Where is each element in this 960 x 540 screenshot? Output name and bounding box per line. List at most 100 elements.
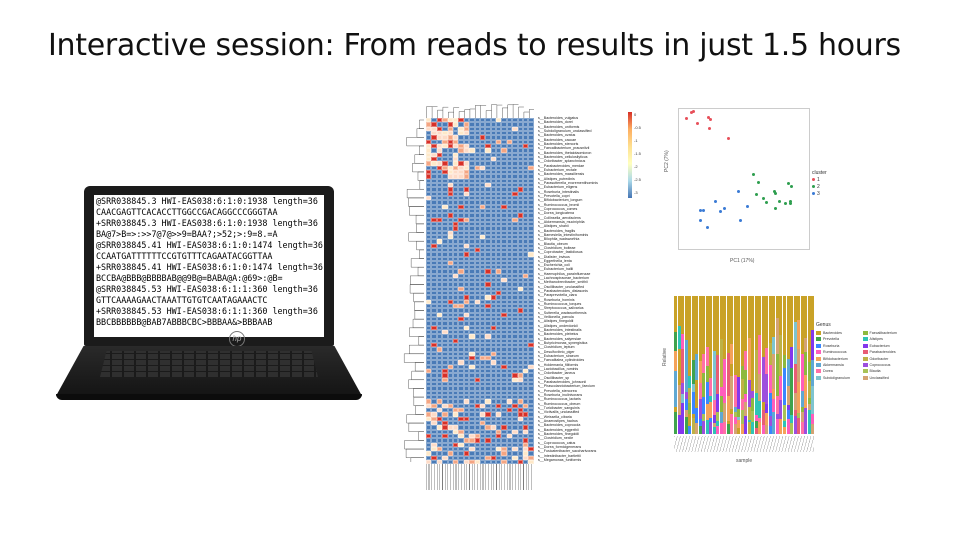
heatmap-cell — [485, 386, 491, 391]
heatmap-cell — [485, 265, 491, 270]
heatmap-cell — [512, 351, 518, 357]
heatmap-cell — [501, 295, 507, 300]
heatmap-cell — [474, 412, 480, 417]
heatmap-cell — [431, 373, 437, 378]
heatmap-cell — [436, 278, 443, 283]
heatmap-cell — [517, 178, 524, 183]
heatmap-cell — [474, 260, 480, 266]
heatmap-cell — [458, 347, 464, 352]
heatmap-cell — [458, 118, 464, 123]
heatmap-cell — [490, 425, 497, 430]
heatmap-cell — [469, 364, 475, 370]
heatmap-cell — [458, 286, 464, 292]
stacked-segment — [702, 353, 706, 373]
heatmap-cell — [512, 148, 518, 153]
stacked-legend-item: Unclassified — [862, 375, 907, 381]
heatmap-cell — [490, 420, 497, 426]
stacked-segment — [775, 413, 779, 420]
heatmap-cell — [512, 425, 518, 430]
heatmap-cell — [436, 312, 443, 318]
heatmap-cell — [506, 377, 513, 383]
heatmap-cell — [512, 247, 518, 253]
heatmap-cell — [517, 382, 524, 387]
heatmap-cell — [490, 213, 497, 218]
heatmap-cell — [442, 407, 448, 413]
heatmap-cell — [528, 369, 534, 374]
heatmap-cell — [501, 317, 507, 322]
heatmap-cell — [528, 278, 534, 283]
heatmap-cell — [474, 386, 480, 391]
stacked-segment — [797, 349, 801, 383]
heatmap-cell — [490, 308, 497, 313]
heatmap-cell — [436, 291, 443, 296]
stacked-bar — [751, 296, 755, 434]
heatmap-cell — [506, 420, 513, 426]
heatmap-cell — [506, 182, 513, 188]
heatmap-cell — [426, 156, 432, 162]
heatmap-cell — [485, 325, 491, 331]
heatmap-cell — [452, 308, 459, 313]
heatmap-cell — [490, 200, 497, 205]
stacked-segment — [740, 399, 744, 410]
heatmap-cell — [442, 156, 448, 162]
heatmap-cell — [496, 243, 502, 248]
heatmap-cell — [442, 416, 448, 421]
heatmap-cell — [479, 269, 486, 274]
heatmap-cell — [501, 299, 507, 305]
heatmap-cell — [474, 187, 480, 192]
heatmap-cell — [442, 174, 448, 179]
stacked-segment — [705, 381, 709, 405]
heatmap-cell — [479, 265, 486, 270]
stacked-segment — [716, 412, 720, 422]
heatmap-cell — [479, 161, 486, 166]
heatmap-cell — [431, 126, 437, 131]
heatmap-cell — [506, 369, 513, 374]
heatmap-cell — [485, 130, 491, 136]
heatmap-cell — [496, 312, 502, 318]
heatmap-cell — [506, 351, 513, 357]
heatmap-cell — [442, 118, 448, 123]
heatmap-cell — [458, 165, 464, 170]
heatmap-cell — [479, 256, 486, 261]
heatmap-cell — [426, 438, 432, 443]
heatmap-cell — [426, 191, 432, 196]
heatmap-cell — [501, 230, 507, 235]
heatmap-cell — [501, 338, 507, 344]
heatmap-cell — [458, 442, 464, 447]
heatmap-cell — [506, 143, 513, 149]
stacked-bar — [674, 296, 678, 434]
heatmap-cell — [523, 221, 529, 227]
heatmap-cell — [436, 239, 443, 244]
heatmap-cell — [496, 338, 502, 344]
heatmap-cell — [458, 148, 464, 153]
heatmap-cell — [490, 334, 497, 339]
heatmap-cell — [528, 386, 534, 391]
heatmap-cell — [528, 269, 534, 274]
heatmap-cell — [496, 204, 502, 209]
heatmap-cell — [501, 191, 507, 196]
heatmap-cell — [426, 135, 432, 140]
heatmap-cell — [501, 200, 507, 205]
heatmap-cell — [469, 256, 475, 261]
heatmap-cell — [485, 213, 491, 218]
heatmap-cell — [517, 299, 524, 305]
heatmap-cell — [452, 412, 459, 417]
heatmap-cell — [474, 208, 480, 214]
heatmap-cell — [426, 390, 432, 395]
heatmap-cell — [463, 122, 470, 127]
heatmap-row-label: s__Parasutterella_excrementihominis — [538, 180, 598, 185]
heatmap-cell — [485, 377, 491, 383]
heatmap-cell — [426, 273, 432, 279]
stacked-segment — [768, 393, 772, 417]
heatmap-cell — [528, 330, 534, 335]
heatmap-cell — [458, 377, 464, 383]
heatmap-cell — [436, 200, 443, 205]
heatmap-cell — [479, 221, 486, 227]
stacked-segment — [723, 296, 727, 326]
heatmap-cell — [458, 295, 464, 300]
heatmap-cell — [426, 204, 432, 209]
stacked-segment — [681, 349, 685, 383]
heatmap-cell — [442, 234, 448, 240]
heatmap-cell — [458, 369, 464, 374]
heatmap-cell — [452, 221, 459, 227]
